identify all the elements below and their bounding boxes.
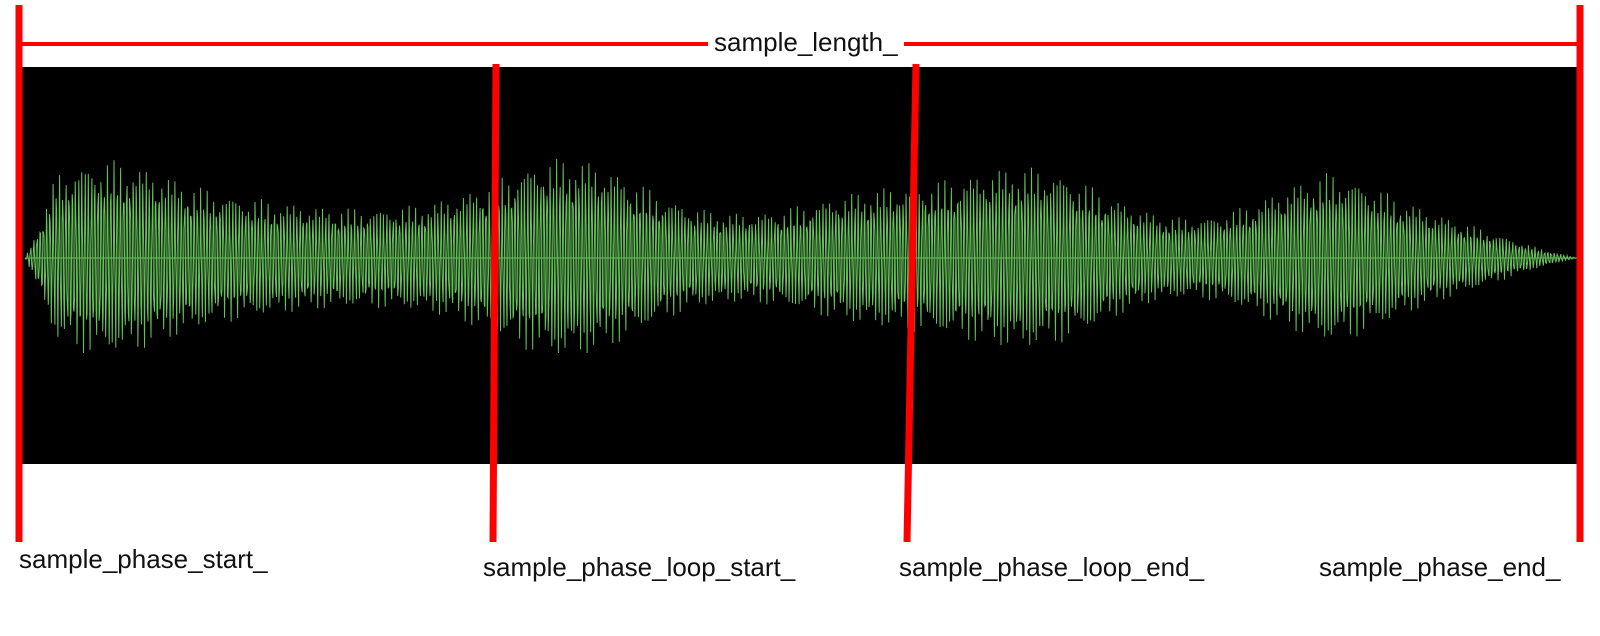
waveform [24,158,1578,354]
sample-length-label: sample_length_ [708,29,904,55]
sample-phase-loop-end-label: sample_phase_loop_end_ [899,552,1205,582]
sample-phase-loop-start-marker [489,63,500,543]
sample-phase-start-label: sample_phase_start_ [19,544,268,574]
sample-phase-loop-start-label: sample_phase_loop_start_ [483,552,796,582]
sample-phase-loop-end-marker [903,63,920,543]
sample-phase-end-label: sample_phase_end_ [1319,552,1561,582]
waveform-trace [24,158,1578,354]
